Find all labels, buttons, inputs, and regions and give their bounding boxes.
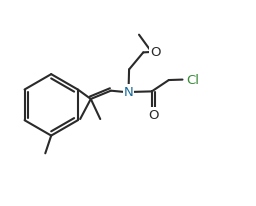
Text: N: N [124, 86, 133, 99]
Text: O: O [150, 46, 161, 59]
Text: O: O [148, 108, 158, 121]
Text: Cl: Cl [186, 74, 199, 87]
